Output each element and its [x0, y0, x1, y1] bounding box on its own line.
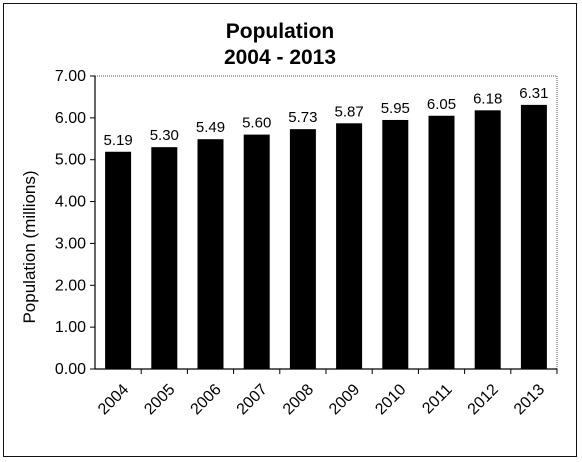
y-tick-label: 2.00 — [55, 277, 86, 294]
chart-frame: Population 2004 - 2013 Population (milli… — [3, 3, 577, 457]
data-label: 5.19 — [103, 132, 132, 149]
bar-chart: Population 2004 - 2013 Population (milli… — [20, 20, 558, 418]
x-tick-label: 2009 — [326, 381, 363, 418]
bar — [289, 129, 316, 369]
chart-subtitle: 2004 - 2013 — [224, 46, 336, 69]
x-tick-label: 2008 — [280, 381, 317, 418]
bar — [428, 115, 455, 369]
data-label: 6.31 — [519, 85, 548, 102]
data-label: 5.49 — [196, 119, 225, 136]
y-tick-label: 7.00 — [55, 68, 86, 85]
y-axis-label: Population (millions) — [20, 170, 39, 323]
data-label: 5.60 — [242, 115, 271, 132]
x-tick-label: 2010 — [372, 381, 409, 418]
chart-title: Population — [226, 20, 335, 43]
x-tick-label: 2012 — [465, 381, 502, 418]
y-tick-label: 1.00 — [55, 319, 86, 336]
y-tick-label: 4.00 — [55, 194, 86, 211]
data-label: 5.95 — [381, 100, 410, 117]
x-tick-label: 2007 — [234, 381, 271, 418]
bar — [474, 110, 501, 369]
bar — [243, 134, 270, 369]
y-tick-label: 0.00 — [55, 361, 86, 378]
data-label: 5.87 — [334, 103, 363, 120]
bar — [382, 119, 409, 369]
bar — [520, 104, 547, 369]
data-label: 5.30 — [150, 127, 179, 144]
data-label: 6.05 — [427, 96, 456, 113]
data-label: 6.18 — [473, 90, 502, 107]
bar — [151, 147, 178, 369]
y-tick-label: 6.00 — [55, 110, 86, 127]
x-tick-label: 2005 — [141, 381, 178, 418]
y-tick-label: 5.00 — [55, 152, 86, 169]
y-tick-label: 3.00 — [55, 235, 86, 252]
bar — [105, 151, 132, 369]
x-tick-label: 2006 — [187, 381, 224, 418]
data-label: 5.73 — [288, 109, 317, 126]
bar — [197, 139, 224, 369]
x-tick-label: 2013 — [511, 381, 548, 418]
chart-marks: 0.00 1.00 2.00 3.00 4.00 5.00 6.00 7.00 5.19 2004… — [55, 68, 558, 418]
x-tick-label: 2004 — [95, 381, 132, 418]
x-tick-label: 2011 — [419, 381, 455, 417]
bar — [336, 123, 363, 369]
